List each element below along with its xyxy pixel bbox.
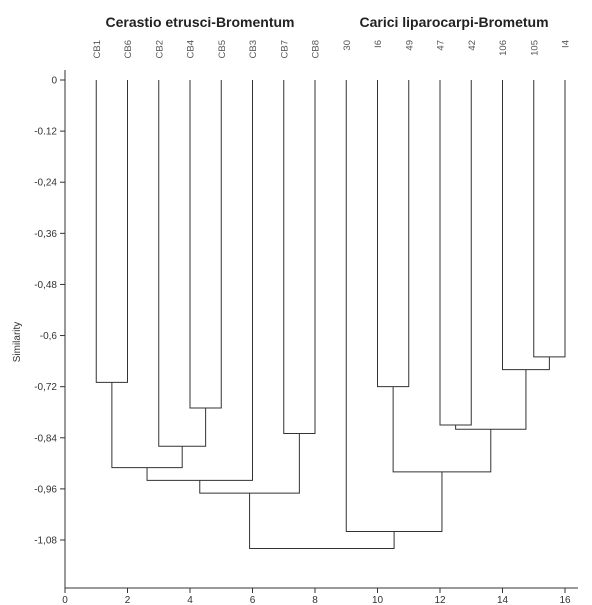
leaf-label: 30 xyxy=(342,40,353,51)
leaf-labels: CB1 CB6 CB2 CB4 CB5 CB3 CB7 CB8 30 I6 49 47 42 106 105… xyxy=(92,40,572,58)
leaf-label: CB7 xyxy=(279,40,290,58)
y-ticks: 0 -0.12 -0,24 -0,36 -0,48 -0,6 -0,72 -0,84 -0,96… xyxy=(34,76,65,547)
x-tick-label: 10 xyxy=(372,595,384,605)
x-ticks: 0 2 4 6 8 10 12 14 16 xyxy=(62,588,571,605)
leaf-label: CB6 xyxy=(123,40,134,58)
y-tick-label: -0,24 xyxy=(34,178,57,189)
y-tick-label: -0.12 xyxy=(34,127,57,138)
y-axis-label: Similarity xyxy=(12,322,23,363)
leaf-label: CB8 xyxy=(311,40,322,58)
y-tick-label: -1,08 xyxy=(34,536,57,547)
y-tick-label: -0,72 xyxy=(34,382,57,393)
leaf-label: CB4 xyxy=(186,40,197,58)
dendrogram-links xyxy=(95,80,566,550)
group-label-cerastio: Cerastio etrusci-Bromentum xyxy=(105,14,294,30)
dendrogram-link-O xyxy=(249,493,395,550)
dendrogram-link-L xyxy=(455,369,527,430)
leaf-label: CB5 xyxy=(217,40,228,58)
x-tick-label: 0 xyxy=(62,595,68,605)
leaf-label: CB3 xyxy=(248,40,259,58)
dendrogram-link-I xyxy=(533,80,566,358)
leaf-label: 47 xyxy=(436,40,447,51)
leaf-label: 105 xyxy=(529,40,540,56)
leaf-label: I6 xyxy=(373,40,384,48)
leaf-label: I4 xyxy=(561,40,572,48)
group-label-carici: Carici liparocarpi-Brometum xyxy=(359,14,548,30)
x-tick-label: 6 xyxy=(250,595,256,605)
x-tick-label: 12 xyxy=(434,595,446,605)
y-tick-label: -0,84 xyxy=(34,433,57,444)
dendrogram-link-E xyxy=(146,80,253,481)
x-tick-label: 8 xyxy=(312,595,318,605)
dendrogram-link-J xyxy=(502,80,550,371)
dendrogram-link-C xyxy=(158,80,207,447)
dendrogram-link-K xyxy=(439,80,472,426)
dendrogram-link-F xyxy=(283,80,316,435)
dendrogram-link-A xyxy=(95,80,128,383)
leaf-label: 49 xyxy=(404,40,415,51)
dendrogram-link-G xyxy=(199,433,300,494)
x-tick-label: 2 xyxy=(125,595,131,605)
y-tick-label: 0 xyxy=(51,76,57,87)
leaf-label: 42 xyxy=(467,40,478,51)
dendrogram-link-H xyxy=(377,80,410,388)
leaf-label: 106 xyxy=(498,40,509,56)
x-tick-label: 4 xyxy=(187,595,193,605)
dendrogram-link-N xyxy=(345,80,443,532)
y-tick-label: -0,48 xyxy=(34,280,57,291)
x-tick-label: 14 xyxy=(497,595,509,605)
y-tick-label: -0,96 xyxy=(34,484,57,495)
dendrogram-link-B xyxy=(189,80,222,409)
y-tick-label: -0,6 xyxy=(40,331,58,342)
y-tick-label: -0,36 xyxy=(34,229,57,240)
leaf-label: CB2 xyxy=(154,40,165,58)
leaf-label: CB1 xyxy=(92,40,103,58)
dendrogram-link-D xyxy=(111,382,183,469)
x-tick-label: 16 xyxy=(559,595,571,605)
